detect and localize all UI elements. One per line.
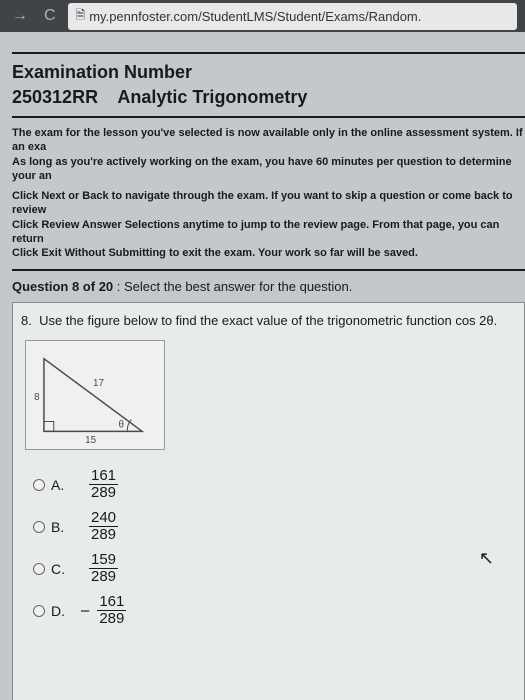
url-bar[interactable]: 🗎 my.pennfoster.com/StudentLMS/Student/E…	[68, 3, 517, 30]
answer-label: A.	[51, 477, 67, 493]
browser-toolbar: → C 🗎 my.pennfoster.com/StudentLMS/Stude…	[0, 0, 525, 32]
triangle-figure: 8 15 17 θ	[25, 340, 165, 450]
question-panel: 8. Use the figure below to find the exac…	[12, 302, 525, 700]
radio-icon[interactable]	[33, 521, 45, 533]
answer-label: D.	[51, 603, 67, 619]
answer-option-b[interactable]: B. 240 289	[33, 510, 516, 544]
radio-icon[interactable]	[33, 605, 45, 617]
cursor-icon: ↖	[479, 548, 494, 569]
side-c-label: 17	[93, 378, 104, 389]
exam-number: 250312RR	[12, 87, 98, 107]
answer-label: B.	[51, 519, 67, 535]
question-text: 8. Use the figure below to find the exac…	[21, 313, 516, 328]
answer-option-a[interactable]: A. 161 289	[33, 468, 516, 502]
fraction: 240 289	[89, 510, 118, 544]
url-text: my.pennfoster.com/StudentLMS/Student/Exa…	[89, 9, 421, 24]
reload-icon[interactable]: C	[40, 7, 60, 25]
answer-label: C.	[51, 561, 67, 577]
instructions-block: The exam for the lesson you've selected …	[12, 126, 525, 261]
answer-option-d[interactable]: D. – 161 289	[33, 594, 516, 628]
angle-label: θ	[119, 419, 124, 430]
instruction-line: The exam for the lesson you've selected …	[12, 126, 525, 155]
side-b-label: 15	[85, 435, 96, 446]
instruction-line: As long as you're actively working on th…	[12, 155, 525, 184]
fraction: 161 289	[97, 594, 126, 628]
fraction: 159 289	[89, 552, 118, 586]
question-progress: Question 8 of 20 : Select the best answe…	[12, 279, 525, 294]
page-icon: 🗎	[76, 6, 86, 27]
exam-title: Analytic Trigonometry	[117, 87, 307, 107]
exam-page: Examination Number 250312RR Analytic Tri…	[0, 32, 525, 700]
instruction-line: Click Review Answer Selections anytime t…	[12, 218, 525, 247]
radio-icon[interactable]	[33, 479, 45, 491]
answer-option-c[interactable]: C. 159 289	[33, 552, 516, 586]
instruction-line: Click Exit Without Submitting to exit th…	[12, 246, 525, 260]
forward-icon[interactable]: →	[8, 7, 32, 25]
answer-list: A. 161 289 B. 240 289 C.	[33, 468, 516, 628]
instruction-line: Click Next or Back to navigate through t…	[12, 189, 525, 218]
exam-label: Examination Number	[12, 62, 525, 83]
fraction: 161 289	[89, 468, 118, 502]
side-a-label: 8	[34, 392, 40, 403]
exam-title-row: 250312RR Analytic Trigonometry	[12, 87, 525, 108]
radio-icon[interactable]	[33, 563, 45, 575]
